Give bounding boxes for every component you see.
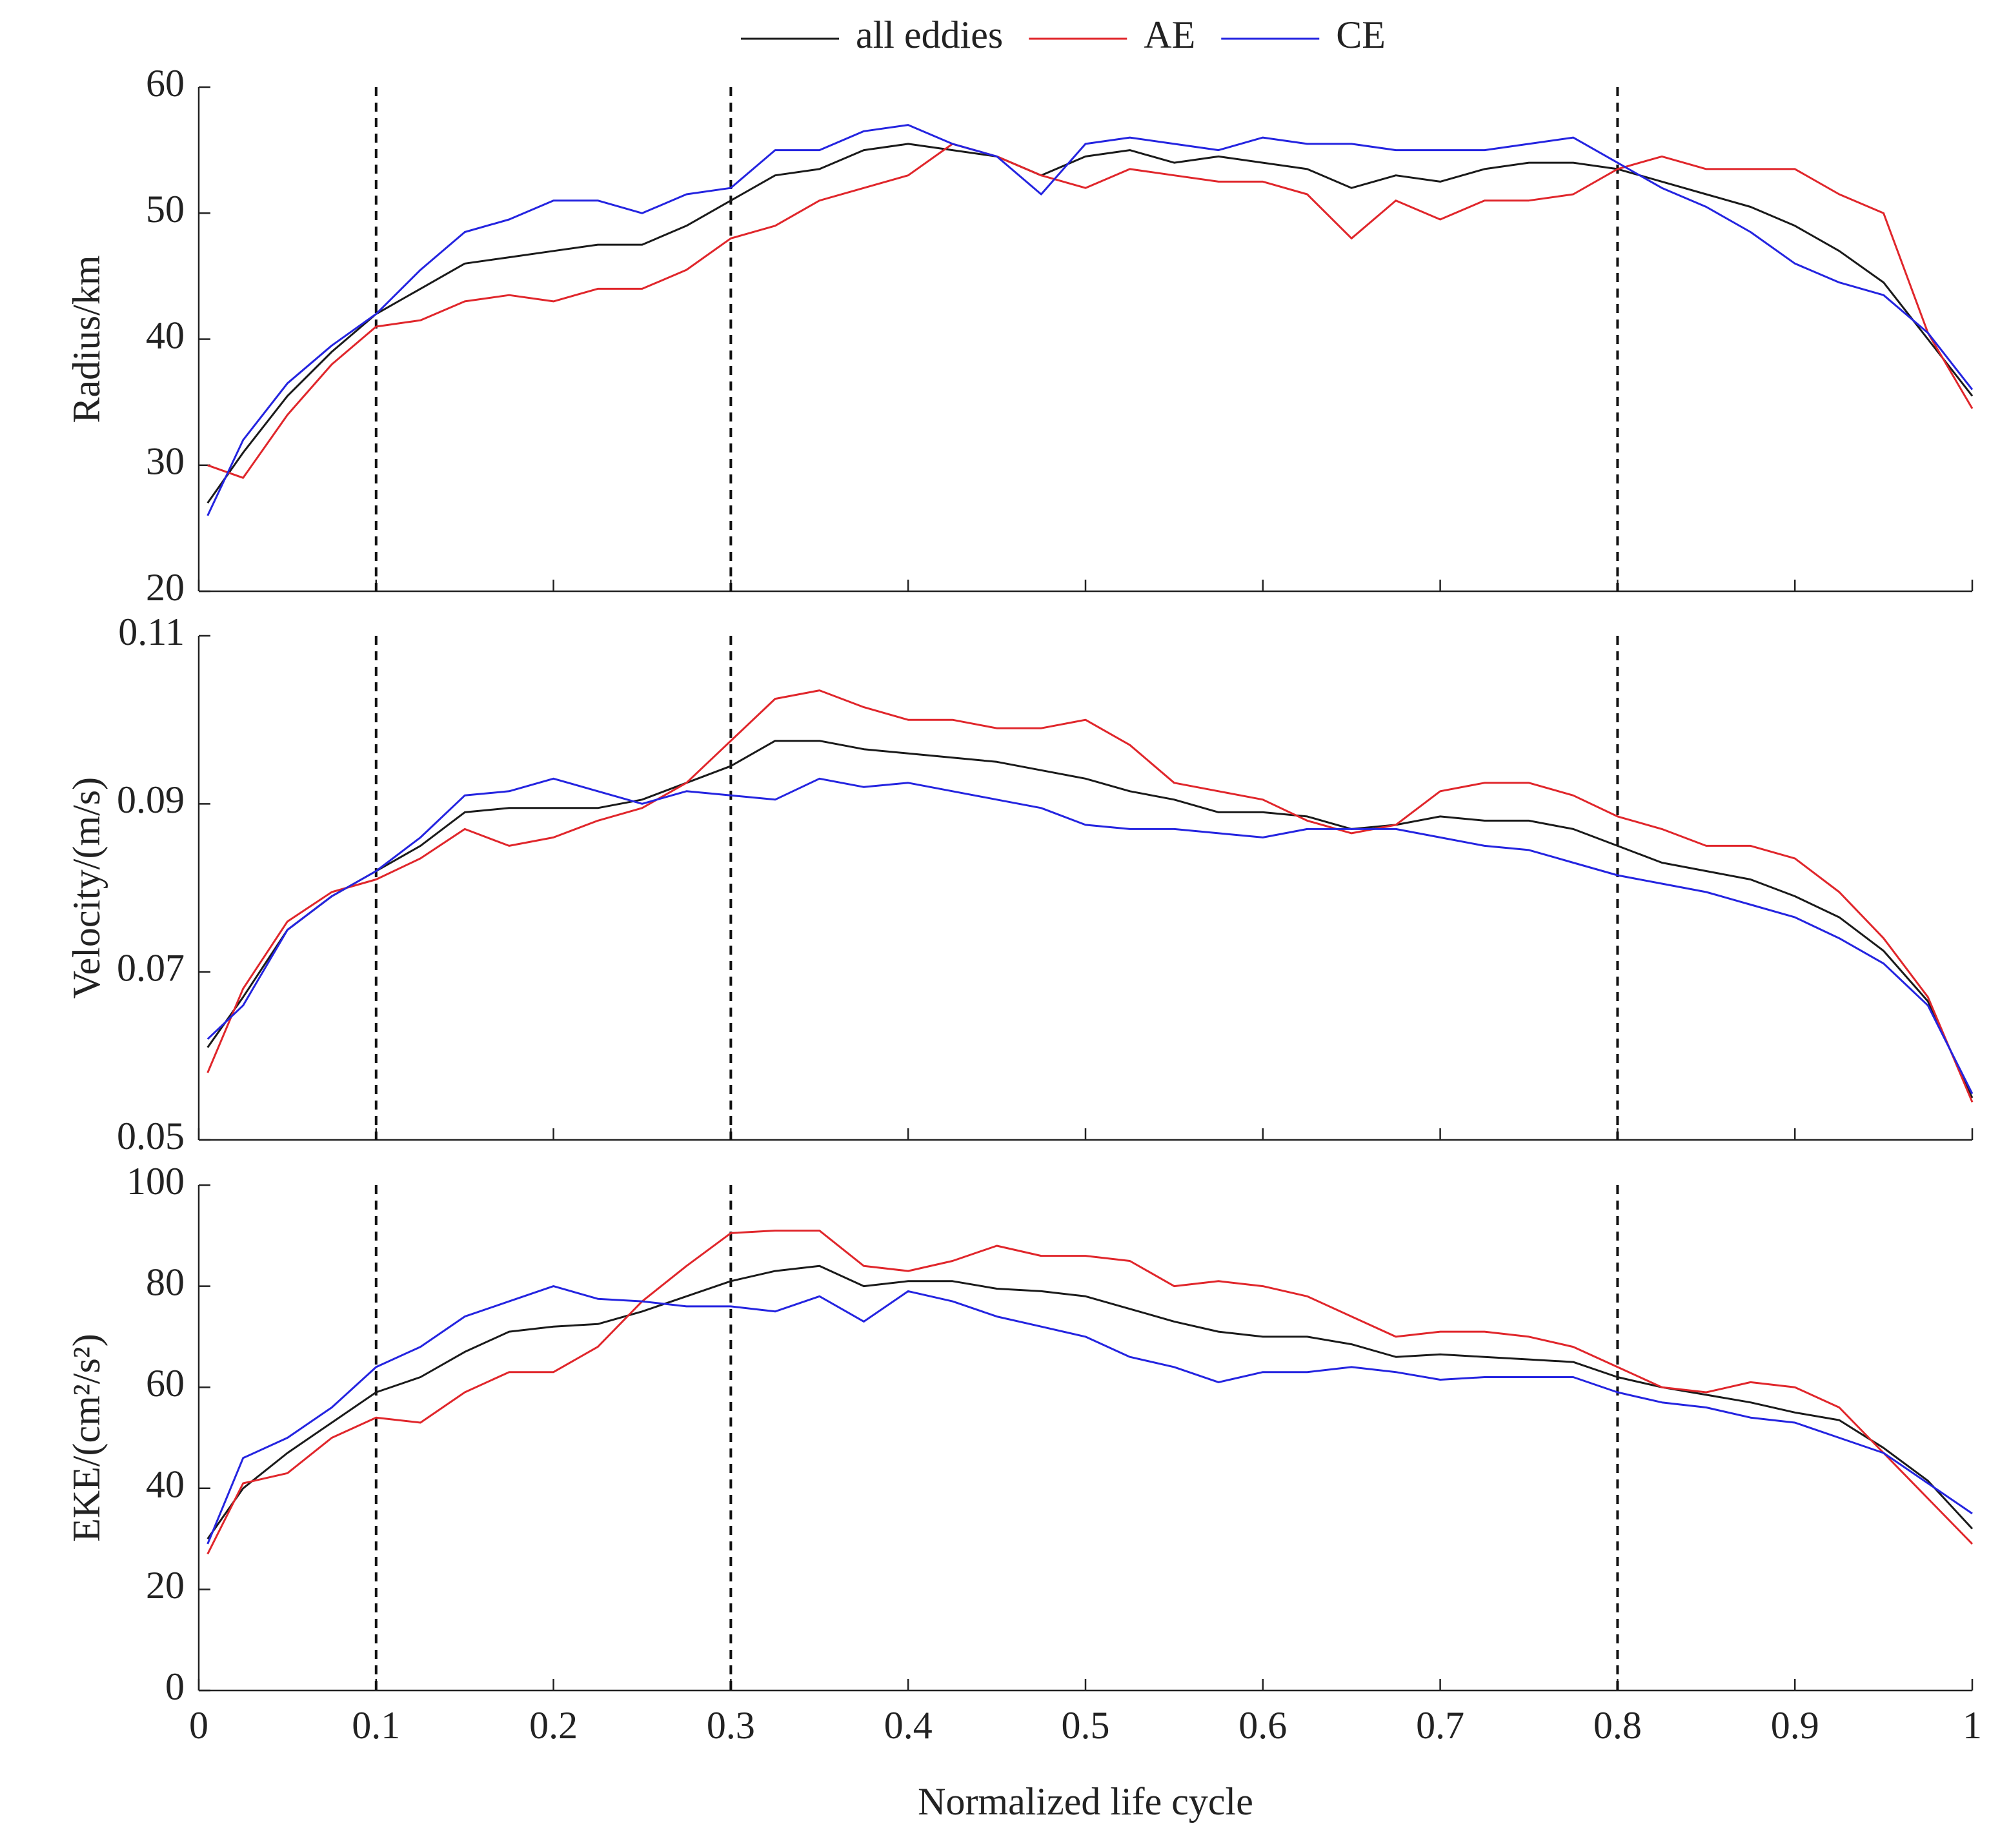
x-tick-label: 0.6 xyxy=(1238,1704,1287,1747)
x-tick-label: 0.7 xyxy=(1416,1704,1464,1747)
series-line xyxy=(207,777,1974,1095)
y-tick-label: 0.11 xyxy=(118,611,185,653)
x-tick-label: 0.1 xyxy=(352,1704,400,1747)
y-tick-label: 30 xyxy=(146,440,185,483)
legend-label: CE xyxy=(1336,14,1386,56)
series-line xyxy=(207,689,1974,1102)
series-line xyxy=(207,143,1974,479)
y-tick-label: 40 xyxy=(146,1463,185,1506)
y-axis-label: Velocity/(m/s) xyxy=(65,777,108,999)
y-tick-label: 40 xyxy=(146,314,185,356)
y-tick-label: 50 xyxy=(146,188,185,230)
legend-label: AE xyxy=(1144,14,1195,56)
y-tick-label: 0 xyxy=(165,1665,185,1708)
y-tick-label: 60 xyxy=(146,62,185,105)
y-axis-label: EKE/(cm²/s²) xyxy=(65,1334,108,1542)
y-tick-label: 0.05 xyxy=(117,1115,185,1157)
y-axis-label: Radius/km xyxy=(65,255,108,423)
x-tick-label: 1 xyxy=(1963,1704,1982,1747)
x-tick-label: 0.5 xyxy=(1062,1704,1110,1747)
x-tick-label: 0.2 xyxy=(529,1704,578,1747)
series-line xyxy=(207,1285,1973,1545)
y-tick-label: 80 xyxy=(146,1261,185,1303)
x-tick-label: 0.3 xyxy=(707,1704,755,1747)
legend-label: all eddies xyxy=(856,14,1003,56)
x-tick-label: 0.9 xyxy=(1771,1704,1819,1747)
y-tick-label: 20 xyxy=(146,1564,185,1607)
y-tick-label: 100 xyxy=(126,1160,185,1203)
series-line xyxy=(207,1264,1974,1539)
y-tick-label: 0.07 xyxy=(117,946,185,989)
y-tick-label: 20 xyxy=(146,566,185,609)
x-tick-label: 0.8 xyxy=(1593,1704,1642,1747)
x-tick-label: 0.4 xyxy=(884,1704,933,1747)
x-axis-label: Normalized life cycle xyxy=(918,1780,1253,1823)
legend: all eddies AE CE xyxy=(741,14,1386,56)
x-tick-label: 0 xyxy=(189,1704,208,1747)
series-line xyxy=(207,124,1974,516)
series-line xyxy=(207,740,1974,1099)
y-tick-label: 60 xyxy=(146,1362,185,1405)
series-line xyxy=(207,1230,1974,1555)
y-tick-label: 0.09 xyxy=(117,778,185,821)
series-line xyxy=(207,143,1974,504)
